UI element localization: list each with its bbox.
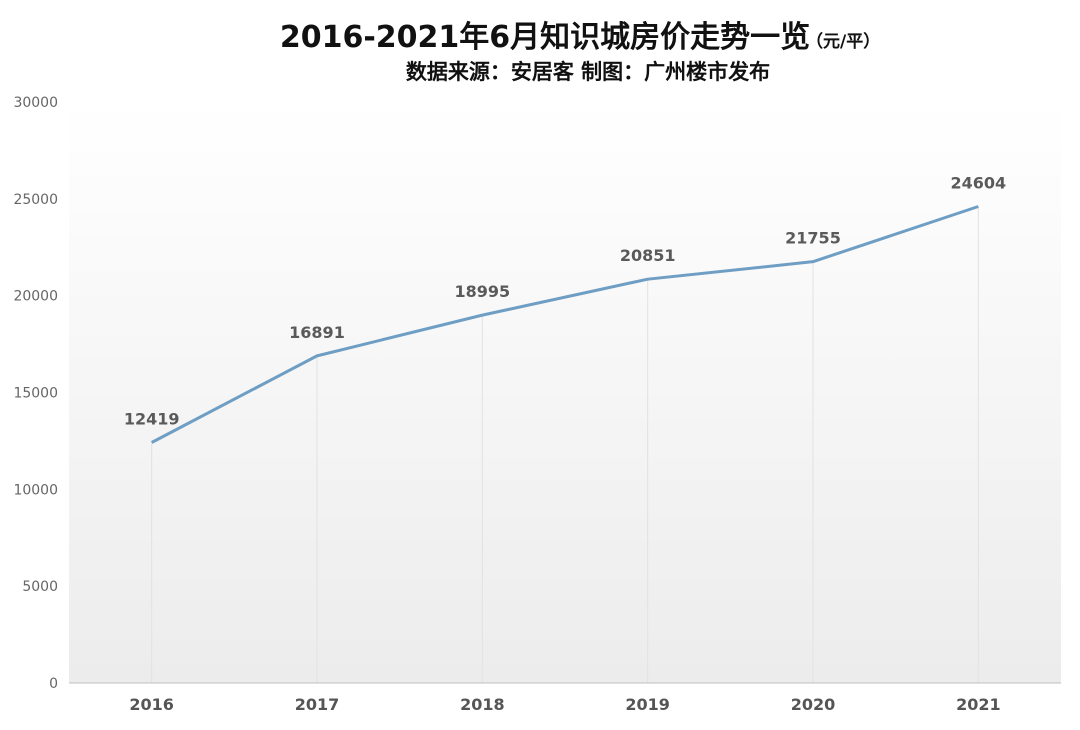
x-axis: 2016 2017 2018 2019 2020 2021 — [129, 695, 1000, 714]
x-tick-label: 2019 — [625, 695, 670, 714]
x-tick-label: 2016 — [129, 695, 174, 714]
y-tick-label: 20000 — [13, 289, 58, 305]
y-tick-label: 25000 — [13, 192, 58, 208]
series-line — [150, 205, 979, 444]
x-tick-label: 2021 — [956, 695, 1001, 714]
y-tick-label: 0 — [49, 676, 58, 692]
plot-background — [69, 102, 1061, 683]
x-tick-label: 2017 — [295, 695, 340, 714]
chart-subtitle: 数据来源：安居客 制图：广州楼市发布 — [406, 60, 770, 84]
data-label: 20851 — [620, 246, 676, 265]
data-label: 24604 — [950, 174, 1006, 193]
data-label: 21755 — [785, 229, 841, 248]
x-tick-label: 2018 — [460, 695, 505, 714]
y-tick-label: 15000 — [13, 386, 58, 402]
data-label: 18995 — [454, 282, 510, 301]
data-label: 12419 — [124, 409, 180, 428]
x-tick-label: 2020 — [791, 695, 836, 714]
y-axis: 0 5000 10000 15000 20000 25000 30000 — [13, 95, 58, 692]
grid-lines — [151, 206, 979, 683]
chart-title: 2016-2021年6月知识城房价走势一览 — [280, 20, 810, 55]
y-tick-label: 5000 — [22, 579, 58, 595]
data-label: 16891 — [289, 323, 345, 342]
y-tick-label: 30000 — [13, 95, 58, 111]
data-labels: 12419 16891 18995 20851 21755 24604 — [124, 174, 1006, 429]
chart-title-unit: （元/平） — [806, 31, 880, 52]
y-tick-label: 10000 — [13, 482, 58, 498]
